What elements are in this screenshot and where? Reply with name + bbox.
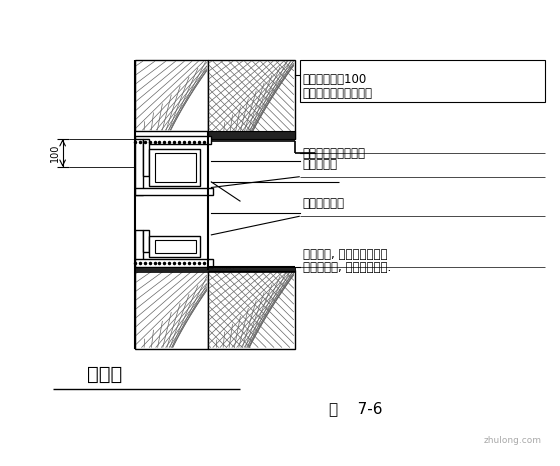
Text: 保温材料填充: 保温材料填充 <box>303 197 345 210</box>
Text: 长度为窗长, 应经防锈处理.: 长度为窗长, 应经防锈处理. <box>303 261 391 274</box>
Bar <box>135 230 143 267</box>
Bar <box>143 139 148 176</box>
Bar <box>135 269 208 349</box>
Bar <box>208 269 295 349</box>
Bar <box>300 60 545 102</box>
Text: 翻边网格布宽100: 翻边网格布宽100 <box>303 73 367 86</box>
Text: 墙面标准网铺至窗根部: 墙面标准网铺至窗根部 <box>303 87 373 100</box>
Bar <box>143 230 148 252</box>
Text: 密封膏嵌缝: 密封膏嵌缝 <box>303 158 338 171</box>
Bar <box>155 153 196 182</box>
Bar <box>135 267 295 272</box>
Bar <box>135 60 208 131</box>
Bar <box>135 259 213 267</box>
Bar <box>148 149 200 185</box>
Bar <box>208 267 295 269</box>
Bar <box>148 236 200 257</box>
Bar <box>135 136 211 144</box>
Bar <box>135 139 143 195</box>
Bar <box>208 131 295 139</box>
Text: zhulong.com: zhulong.com <box>484 437 542 445</box>
Text: 铝塑或铝合金滴水槽: 铝塑或铝合金滴水槽 <box>303 147 366 160</box>
Bar <box>135 187 213 195</box>
Text: 100: 100 <box>50 144 60 162</box>
Text: 平窗口: 平窗口 <box>87 365 123 384</box>
Bar <box>155 240 196 253</box>
Text: 图    7-6: 图 7-6 <box>329 401 383 417</box>
Bar <box>208 60 295 139</box>
Text: 角钢支架, 锚固在结构墙体: 角钢支架, 锚固在结构墙体 <box>303 247 387 260</box>
